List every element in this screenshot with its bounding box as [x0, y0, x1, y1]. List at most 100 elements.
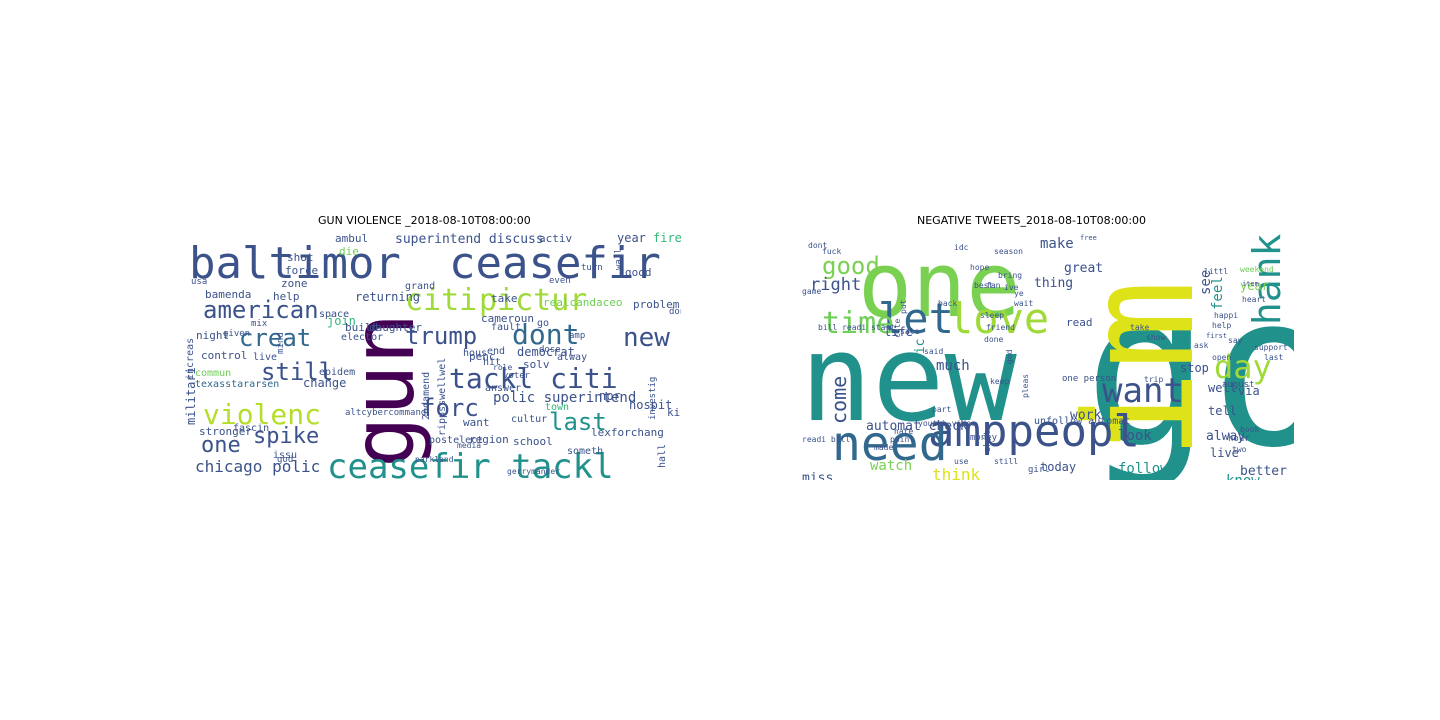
word-sale: sale — [900, 327, 919, 336]
word-tackl-citi: tackl citi — [449, 362, 618, 395]
word-one: one — [201, 433, 241, 458]
word-issu: issu — [273, 450, 297, 461]
word-force: force — [285, 264, 318, 277]
word-militari: militari — [184, 367, 198, 425]
word-chicago-polic: chicago polic — [195, 457, 320, 476]
word-god: god — [1005, 349, 1014, 364]
word-put: put — [899, 299, 908, 314]
word-shot: shot — [287, 251, 314, 264]
word-amppeopl: amppeopl — [928, 406, 1140, 457]
word-thing: thing — [1034, 276, 1073, 291]
word-said: said — [924, 347, 943, 356]
word-well: well — [1208, 381, 1237, 395]
word-much: much — [936, 358, 970, 374]
word-even: even — [549, 276, 571, 286]
word-happi: happi — [1214, 311, 1238, 320]
word-superintend-discuss: superintend discuss — [395, 232, 544, 247]
word-back: back — [938, 299, 957, 308]
word-hous: hous — [463, 348, 487, 359]
word-cloud-gun-violence: gun baltimor ceasefir citi pictur american cre… — [181, 230, 681, 480]
word-god: god — [277, 455, 293, 465]
word-fault: fault — [491, 322, 521, 333]
word-life: life — [884, 325, 913, 339]
word-im: im — [1054, 279, 1228, 460]
word-texasstararsen: texasstararsen — [195, 379, 279, 390]
word-violenc: violenc — [203, 398, 321, 431]
word-last: last — [549, 408, 607, 436]
word-automat-check: automat check — [866, 419, 968, 434]
word-support: support — [1254, 343, 1288, 352]
word-stop: stop — [1180, 361, 1209, 375]
word-tell: tell — [1208, 404, 1237, 418]
word-daughter: daughter — [369, 321, 422, 334]
word-via: via — [1238, 384, 1260, 398]
word-lexforchang: lexforchang — [591, 426, 664, 439]
word-problem: problem — [633, 298, 680, 311]
word-night: night — [196, 329, 229, 342]
word-heart: heart — [1242, 295, 1266, 304]
word-readi-bill: readi bill — [802, 435, 850, 444]
word-creat: creat — [239, 324, 311, 352]
word-take: take — [1130, 323, 1149, 332]
word-die: die — [339, 245, 359, 258]
word-epidem: epidem — [319, 367, 355, 378]
word-parkland: parkland — [415, 455, 454, 464]
word-grand: grand — [405, 281, 435, 292]
word-today: today — [1040, 460, 1076, 474]
word-gerrymander: gerrymander — [507, 467, 560, 476]
word-part: part — [932, 405, 951, 414]
word-dose: dose — [539, 345, 561, 355]
word-sleep: sleep — [980, 311, 1004, 320]
word-pictur: pictur — [479, 283, 587, 318]
word-youtub-video: youtub video — [918, 419, 976, 428]
word-returning: returning — [355, 290, 420, 304]
word-year: year — [1240, 279, 1269, 293]
word-good: good — [625, 266, 652, 279]
word-don: don — [669, 307, 681, 317]
word-book: book — [1240, 425, 1259, 434]
word-trump: trump — [405, 322, 477, 350]
word-money: money — [970, 433, 998, 443]
word-region: region — [469, 433, 509, 446]
word-ceasefir-tackl: ceasefir tackl — [327, 447, 614, 480]
word-want: want — [1102, 371, 1184, 411]
word-gun: gun — [334, 313, 434, 468]
word-good: good — [822, 252, 880, 280]
word-hope: hope — [970, 263, 989, 272]
word-rippsswellwel: rippsswellwel — [437, 358, 448, 436]
word-join: join — [327, 314, 356, 328]
word-fuck: fuck — [822, 247, 841, 256]
panel-title-negative-tweets: NEGATIVE TWEETS_2018-08-10T08:00:00 — [917, 214, 1147, 227]
word-thank: thank — [1245, 233, 1289, 348]
word-friend: friend — [986, 323, 1015, 332]
panel-title-gun-violence: GUN VIOLENCE _2018-08-10T08:00:00 — [318, 214, 531, 227]
word-girl: girl — [1028, 465, 1050, 475]
word-done: done — [984, 335, 1003, 344]
word-fire: fire — [653, 231, 681, 245]
word-kid: kid — [667, 406, 681, 419]
word-town: town — [545, 402, 569, 413]
word-hour: hour — [1228, 434, 1250, 444]
word-last: last — [1264, 353, 1283, 362]
word-one-person: one person — [1062, 374, 1116, 384]
word-ive: ive — [1004, 283, 1019, 292]
word-season: season — [994, 247, 1023, 256]
word-say: say — [1228, 336, 1243, 345]
word-need: need — [832, 416, 948, 472]
word-open: open — [1212, 353, 1231, 362]
word-made: made — [874, 443, 893, 452]
word-usa: usa — [191, 277, 207, 287]
word-show: show — [1146, 333, 1165, 342]
word-pic: pic — [913, 339, 928, 362]
word-go: go — [537, 318, 549, 329]
word-watch: watch — [870, 458, 912, 474]
word-miss: miss — [802, 471, 833, 480]
word-citi: citi — [405, 283, 477, 318]
word-school: school — [513, 435, 553, 448]
word-voter: voter — [503, 371, 531, 381]
word-still: still — [994, 457, 1018, 466]
word-come: come — [827, 376, 851, 424]
word-solv: solv — [523, 358, 550, 371]
